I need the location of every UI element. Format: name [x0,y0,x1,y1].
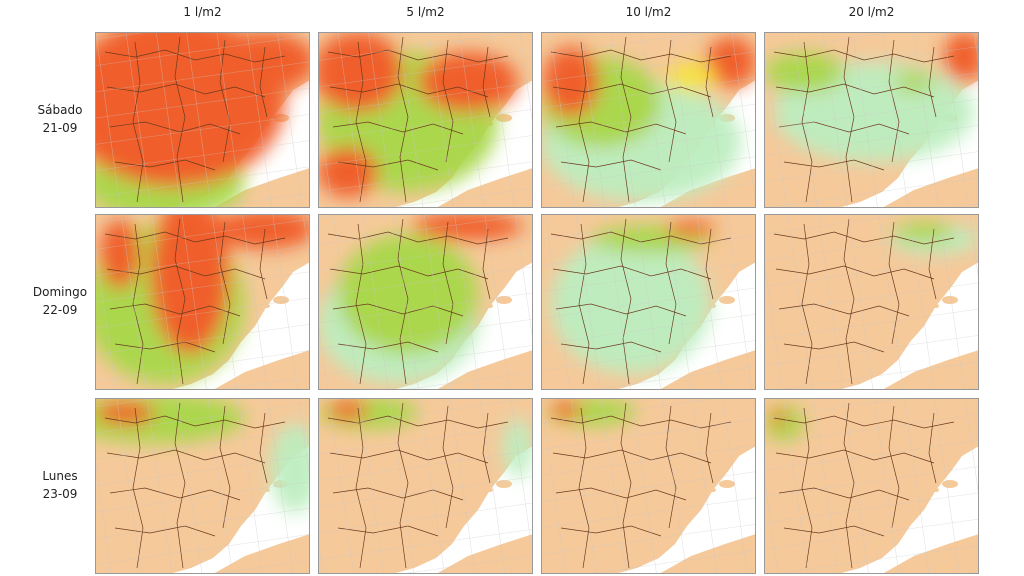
column-header: 10 l/m2 [626,5,672,19]
map-cell [95,32,310,208]
map-cell [541,398,756,574]
graticule [318,398,533,574]
cell-border [95,214,310,390]
column-header: 5 l/m2 [406,5,444,19]
map-cell [541,214,756,390]
map-cell [95,214,310,390]
map-cell [318,32,533,208]
cell-border [95,32,310,208]
column-headers: 1 l/m2 5 l/m2 10 l/m2 20 l/m2 [183,5,894,19]
graticule [318,214,533,390]
graticule [764,32,979,208]
cell-border [318,32,533,208]
graticule [95,214,310,390]
row-labels: Sábado 21-09 Domingo 22-09 Lunes 23-09 [33,103,87,501]
row-date: 22-09 [43,303,78,317]
cell-border [541,398,756,574]
graticule [764,398,979,574]
graticule [764,214,979,390]
column-header: 20 l/m2 [849,5,895,19]
graticule [541,398,756,574]
cell-border [541,214,756,390]
row-date: 21-09 [43,121,78,135]
graticule [541,214,756,390]
graticule [541,32,756,208]
map-cell [764,32,979,208]
cell-border [318,398,533,574]
map-cell [764,398,979,574]
cell-border [541,32,756,208]
map-cell [541,32,756,208]
column-header: 1 l/m2 [183,5,221,19]
cell-border [764,214,979,390]
map-cell [318,398,533,574]
cell-border [95,398,310,574]
row-day: Lunes [42,469,77,483]
map-cell [318,214,533,390]
graticule [318,32,533,208]
row-day: Domingo [33,285,87,299]
cell-border [764,398,979,574]
map-cell [95,398,310,574]
map-cells [95,32,979,574]
cell-border [318,214,533,390]
cell-border [764,32,979,208]
row-day: Sábado [38,103,83,117]
row-date: 23-09 [43,487,78,501]
graticule [95,32,310,208]
graticule [95,398,310,574]
map-cell [764,214,979,390]
